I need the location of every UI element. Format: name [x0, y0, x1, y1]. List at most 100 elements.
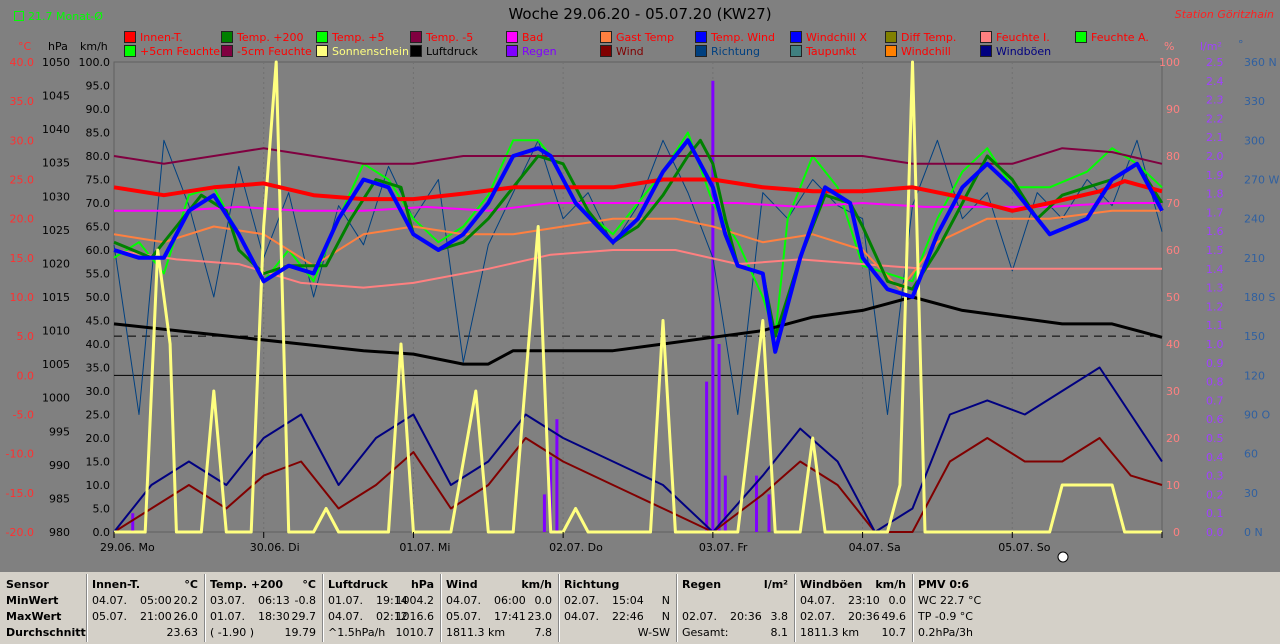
speed-tick-label: 0.0: [93, 526, 111, 539]
legend-swatch: [1075, 31, 1087, 43]
legend-label: Innen-T.: [140, 31, 183, 44]
legend-label: Taupunkt: [806, 45, 857, 58]
stats-block-header: Windböen km/h: [800, 578, 910, 592]
pressure-tick-label: 980: [49, 526, 70, 539]
speed-tick-label: 100.0: [79, 56, 111, 69]
stats-cell: 1016.6: [395, 610, 435, 623]
day-label: 03.07. Fr: [699, 541, 748, 554]
legend-label: Feuchte A.: [1091, 31, 1149, 44]
speed-tick-label: 80.0: [86, 150, 111, 163]
rain-tick-label: 1.3: [1206, 282, 1224, 295]
legend-label: Diff Temp.: [901, 31, 957, 44]
legend-item: Sonnenschein: [316, 45, 409, 58]
stats-row: ( -1.90 ) 19.79: [210, 626, 320, 640]
legend-item: Temp. -5: [410, 31, 473, 44]
pressure-tick-label: 985: [49, 492, 70, 505]
stats-cell: 19:14: [376, 594, 408, 607]
stats-cell: 7.8: [534, 626, 553, 639]
series-line-wind: [113, 437, 1163, 533]
stats-cell: 05.07.: [92, 610, 127, 623]
series-line-windchill-x: [113, 138, 1164, 354]
legend-item: Feuchte I.: [980, 31, 1050, 44]
stats-row: Gesamt: 8.1: [682, 626, 792, 640]
legend-item: Richtung: [695, 45, 760, 58]
rain-bar: [755, 475, 759, 532]
legend-label: Windchill X: [806, 31, 867, 44]
temp-tick-label: -5.0: [13, 409, 34, 422]
chart-title: Woche 29.06.20 - 05.07.20 (KW27): [508, 5, 772, 23]
speed-tick-label: 35.0: [86, 362, 111, 375]
stats-separator: [204, 574, 206, 642]
rain-tick-label: 1.1: [1206, 319, 1224, 332]
dir-tick-label: 0 N: [1244, 526, 1263, 539]
dir-tick-label: 180 S: [1244, 291, 1275, 304]
stats-block-header: Wind km/h: [446, 578, 556, 592]
legend-swatch: [695, 45, 707, 57]
day-label: 02.07. Do: [549, 541, 603, 554]
rain-tick-label: 1.4: [1206, 263, 1224, 276]
stats-title: Regen: [682, 578, 722, 591]
stats-cell: 06:00: [494, 594, 526, 607]
humidity-tick-label: 40: [1166, 338, 1180, 351]
stats-block-header: Richtung: [564, 578, 674, 592]
pressure-tick-label: 1030: [42, 190, 70, 203]
dir-tick-label: 90 O: [1244, 409, 1270, 422]
rain-bar: [711, 80, 715, 533]
stats-row: W-SW: [564, 626, 674, 640]
stats-row: 1811.3 km 10.7: [800, 626, 910, 640]
legend-label: +5cm Feuchte: [140, 45, 221, 58]
rain-bar: [555, 419, 559, 532]
legend-label: Regen: [522, 45, 557, 58]
rain-tick-label: 2.4: [1206, 75, 1224, 88]
dir-tick-label: 240: [1244, 213, 1265, 226]
stats-separator: [86, 574, 88, 642]
stats-unit: l/m²: [763, 578, 788, 591]
legend-swatch: [980, 45, 992, 57]
stats-row: 05.07. 17:41 23.0: [446, 610, 556, 624]
stats-cell: 04.07.: [446, 594, 481, 607]
stats-cell: 01.07.: [210, 610, 245, 623]
legend-label: Wind: [616, 45, 644, 58]
legend-swatch: [980, 31, 992, 43]
stats-cell: WC 22.7 °C: [918, 594, 982, 607]
stats-row: 05.07. 21:00 26.0: [92, 610, 202, 624]
rain-bar: [723, 475, 727, 532]
stats-cell: 05:00: [140, 594, 172, 607]
series-line-innen-t-: [113, 177, 1163, 213]
stats-cell: N: [661, 594, 670, 607]
legend-label: Windchill: [901, 45, 951, 58]
stats-row: 01.07. 19:14 1004.2: [328, 594, 438, 608]
now-marker-icon: [1057, 551, 1069, 563]
pressure-tick-label: 1020: [42, 257, 70, 270]
stats-title: Wind: [446, 578, 478, 591]
stats-block: Regen l/m² 02.07. 20:36 3.8 Gesamt: 8.1: [682, 572, 792, 644]
stats-block: Luftdruck hPa 01.07. 19:14 1004.2 04.07. 02:12…: [328, 572, 438, 644]
stats-row: ^1.5hPa/h 1010.7: [328, 626, 438, 640]
rain-tick-label: 0.5: [1206, 432, 1224, 445]
stats-row: 03.07. 06:13 -0.8: [210, 594, 320, 608]
dir-tick-label: 330: [1244, 95, 1265, 108]
stats-row: 02.07. 20:36 3.8: [682, 610, 792, 624]
temp-tick-label: 35.0: [10, 95, 35, 108]
speed-tick-label: 70.0: [86, 197, 111, 210]
temp-unit: °C: [18, 40, 32, 53]
stats-cell: 03.07.: [210, 594, 245, 607]
stats-cell: ( -1.90 ): [210, 626, 255, 639]
speed-tick-label: 60.0: [86, 244, 111, 257]
stats-unit: hPa: [410, 578, 434, 591]
pressure-tick-label: 1025: [42, 224, 70, 237]
legend-swatch: [221, 31, 233, 43]
stats-cell: 02.07.: [682, 610, 717, 623]
rain-tick-label: 1.6: [1206, 225, 1224, 238]
legend-item: Regen: [506, 45, 557, 58]
temp-tick-label: 40.0: [10, 56, 35, 69]
stats-block: Wind km/h 04.07. 06:00 0.0 05.07. 17:41 23.0 181…: [446, 572, 556, 644]
square-icon: [14, 11, 24, 21]
legend-swatch: [695, 31, 707, 43]
dir-tick-label: 210: [1244, 252, 1265, 265]
rain-tick-label: 1.2: [1206, 300, 1224, 313]
humidity-unit: %: [1164, 40, 1175, 53]
speed-tick-label: 50.0: [86, 291, 111, 304]
pressure-tick-label: 1045: [42, 90, 70, 103]
stats-block-header: Luftdruck hPa: [328, 578, 438, 592]
